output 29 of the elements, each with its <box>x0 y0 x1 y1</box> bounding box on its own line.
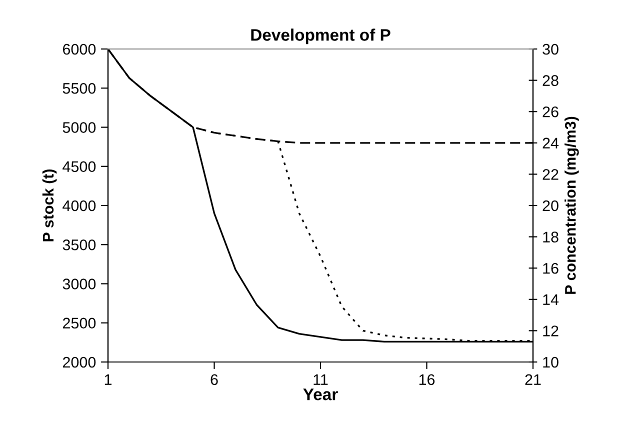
y-tick-label: 2000 <box>62 356 96 368</box>
y-tick-label: 4500 <box>62 161 96 172</box>
x-tick-label: 1 <box>104 374 112 385</box>
y2-tick-label: 24 <box>542 138 559 148</box>
y2-tick-label: 14 <box>543 294 559 305</box>
y-tick-label: 5500 <box>62 82 96 94</box>
y2-tick-label: 26 <box>542 106 558 118</box>
y2-tick-label: 18 <box>543 232 558 242</box>
chart-title: Development of P <box>251 28 390 44</box>
y2-tick-label: 10 <box>543 356 558 368</box>
x-tick-label: 11 <box>314 374 328 385</box>
x-tick-label: 16 <box>419 374 435 386</box>
y2-tick-label: 22 <box>542 169 558 180</box>
y-axis-title: P stock (t) <box>42 169 57 242</box>
y2-tick-label: 30 <box>542 44 558 55</box>
y2-tick-label: 20 <box>542 200 558 212</box>
y-tick-label: 2500 <box>62 318 96 329</box>
y-tick-label: 4000 <box>62 200 96 212</box>
y2-tick-label: 28 <box>542 75 558 86</box>
x-axis-title: Year <box>303 388 338 400</box>
y2-tick-label: 16 <box>543 262 558 274</box>
y-tick-label: 3000 <box>62 278 96 290</box>
y2-tick-label: 12 <box>543 326 558 336</box>
y-tick-label: 6000 <box>62 44 96 55</box>
y-tick-label: 5000 <box>62 122 96 133</box>
y2-axis-title: P concentration (mg/m3) <box>564 116 579 294</box>
y-tick-label: 3500 <box>62 239 96 250</box>
x-tick-label: 21 <box>525 374 541 385</box>
x-tick-label: 6 <box>210 374 218 386</box>
